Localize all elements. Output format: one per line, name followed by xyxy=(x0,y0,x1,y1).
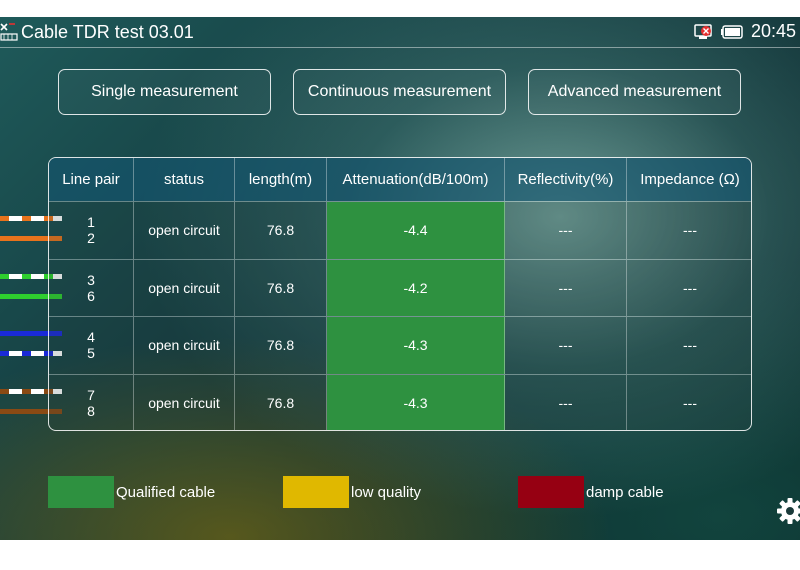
network-error-icon xyxy=(694,23,712,39)
wire-solid xyxy=(0,294,62,299)
header-attenuation: Attenuation(dB/100m) xyxy=(327,158,505,201)
header-line-pair: Line pair xyxy=(49,158,134,201)
length-cell: 76.8 xyxy=(235,202,327,259)
table-header: Line pair status length(m) Attenuation(d… xyxy=(49,158,751,201)
impedance-cell: --- xyxy=(627,202,751,259)
wire-striped xyxy=(0,389,62,394)
app-screen: Cable TDR test 03.01 20:45 Single measur… xyxy=(0,17,800,540)
reflectivity-cell: --- xyxy=(505,259,627,316)
impedance-cell: --- xyxy=(627,374,751,430)
status-divider xyxy=(0,47,800,48)
legend-swatch-qualified xyxy=(48,476,114,508)
settings-gear-icon[interactable] xyxy=(776,497,800,525)
attenuation-cell: -4.3 xyxy=(327,317,505,374)
length-cell: 76.8 xyxy=(235,317,327,374)
legend-label-low-quality: low quality xyxy=(351,484,422,501)
attenuation-cell: -4.2 xyxy=(327,259,505,316)
attenuation-cell: -4.3 xyxy=(327,374,505,430)
wire-striped xyxy=(0,216,62,221)
reflectivity-cell: --- xyxy=(505,374,627,430)
advanced-measurement-button[interactable]: Advanced measurement xyxy=(528,69,741,115)
header-reflectivity: Reflectivity(%) xyxy=(505,158,627,201)
legend-swatch-low-quality xyxy=(283,476,349,508)
continuous-measurement-button[interactable]: Continuous measurement xyxy=(293,69,506,115)
app-title: Cable TDR test 03.01 xyxy=(21,22,194,42)
reflectivity-cell: --- xyxy=(505,317,627,374)
header-length: length(m) xyxy=(235,158,327,201)
wire-solid xyxy=(0,409,62,414)
battery-icon xyxy=(720,24,743,39)
app-logo-icon xyxy=(0,23,18,41)
wire-striped xyxy=(0,274,62,279)
single-measurement-button[interactable]: Single measurement xyxy=(58,69,271,115)
wire-solid xyxy=(0,331,62,336)
legend-label-qualified: Qualified cable xyxy=(116,484,216,501)
impedance-cell: --- xyxy=(627,317,751,374)
impedance-cell: --- xyxy=(627,259,751,316)
clock: 20:45 xyxy=(750,21,796,41)
results-table: Line pair status length(m) Attenuation(d… xyxy=(48,157,752,431)
wire-striped xyxy=(0,351,62,356)
length-cell: 76.8 xyxy=(235,259,327,316)
status-cell: open circuit xyxy=(134,374,235,430)
status-cell: open circuit xyxy=(134,202,235,259)
attenuation-cell: -4.4 xyxy=(327,202,505,259)
header-impedance: Impedance (Ω) xyxy=(640,171,740,188)
legend-swatch-damp xyxy=(518,476,584,508)
header-status: status xyxy=(134,158,235,201)
status-bar: Cable TDR test 03.01 20:45 xyxy=(0,17,800,47)
wire-solid xyxy=(0,236,62,241)
status-cell: open circuit xyxy=(134,259,235,316)
status-cell: open circuit xyxy=(134,317,235,374)
reflectivity-cell: --- xyxy=(505,202,627,259)
length-cell: 76.8 xyxy=(235,374,327,430)
legend-label-damp: damp cable xyxy=(586,484,664,501)
